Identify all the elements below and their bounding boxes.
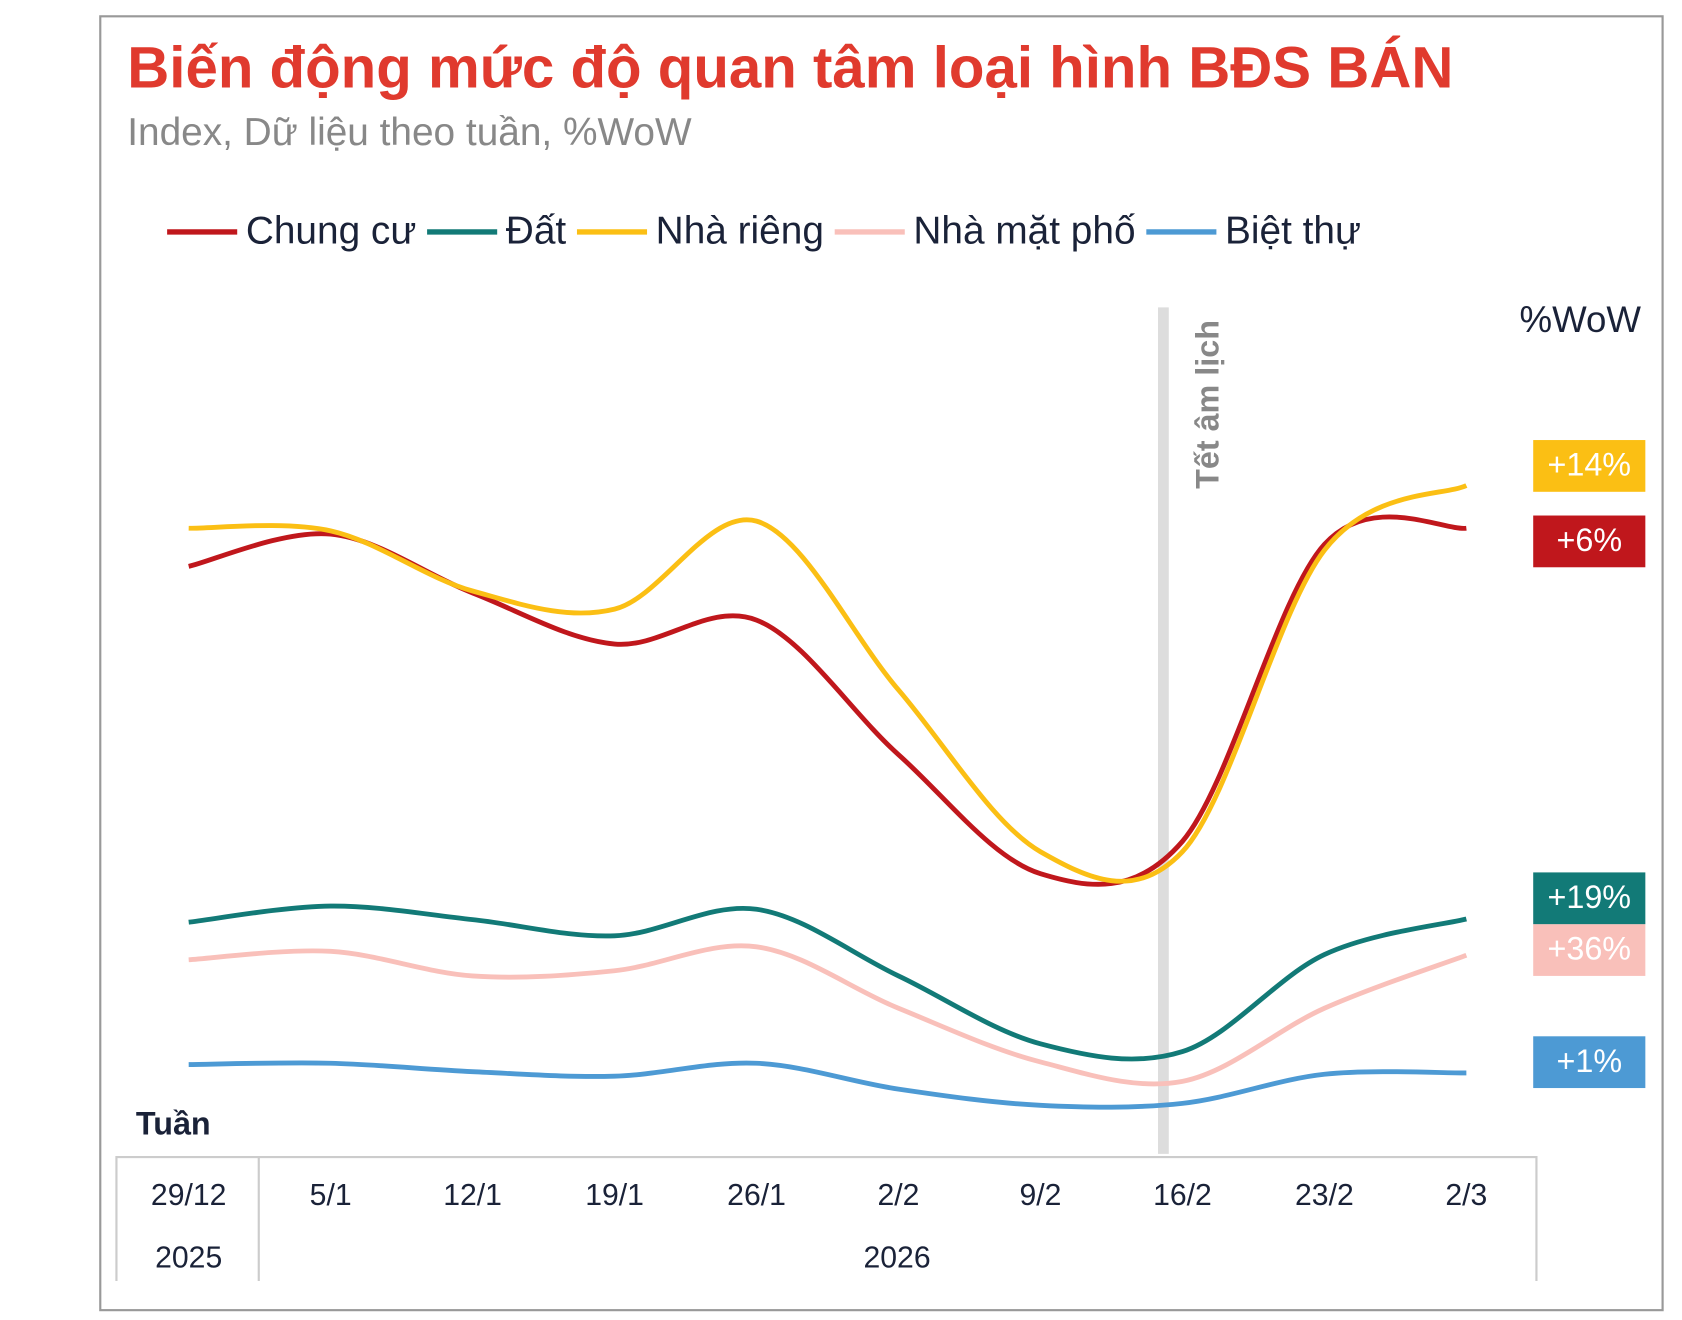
series-line	[188, 903, 1467, 1062]
year-label: 2025	[155, 1241, 222, 1274]
chart-title: Biến động mức độ quan tâm loại hình BĐS …	[127, 36, 1453, 101]
change-box	[1533, 515, 1646, 568]
change-box	[1533, 872, 1646, 925]
change-label: +1%	[1556, 1043, 1622, 1079]
annotation: Tết âm lịch	[1189, 320, 1225, 489]
change-label: +19%	[1547, 879, 1631, 915]
legend-label: Đất	[506, 209, 567, 252]
year-label: 2026	[864, 1241, 931, 1274]
x-tick-label: 2/3	[1445, 1179, 1487, 1212]
change-box	[1533, 924, 1646, 976]
change-label: +14%	[1547, 447, 1631, 483]
legend-label: Biệt thự	[1225, 209, 1361, 252]
frame	[99, 15, 1664, 1312]
series-line	[188, 514, 1467, 887]
change-label: +6%	[1556, 522, 1622, 558]
x-tick-label: 29/12	[151, 1179, 227, 1212]
legend-label: Nhà riêng	[656, 209, 824, 252]
axis-table	[115, 1155, 1538, 1282]
legend-label: Nhà mặt phố	[913, 209, 1135, 252]
x-tick-label: 9/2	[1019, 1179, 1061, 1212]
x-tick-label: 2/2	[878, 1179, 920, 1212]
x-tick-label: 23/2	[1295, 1179, 1354, 1212]
series-line	[188, 943, 1468, 1087]
x-tick-label: 5/1	[310, 1179, 352, 1212]
series-line	[188, 483, 1468, 884]
x-tick-label: 16/2	[1153, 1179, 1212, 1212]
legend-label: Chung cư	[246, 209, 416, 252]
x-tick-label: 19/1	[585, 1179, 644, 1212]
right-header: %WoW	[1520, 299, 1642, 340]
x-axis-label: Tuần	[136, 1105, 211, 1141]
change-box	[1533, 440, 1646, 492]
change-box	[1533, 1036, 1646, 1089]
change-label: +36%	[1547, 931, 1631, 967]
series-line	[188, 1060, 1467, 1110]
x-tick-label: 26/1	[727, 1179, 786, 1212]
chart-subtitle: Index, Dữ liệu theo tuần, %WoW	[127, 111, 692, 154]
x-tick-label: 12/1	[443, 1179, 502, 1212]
